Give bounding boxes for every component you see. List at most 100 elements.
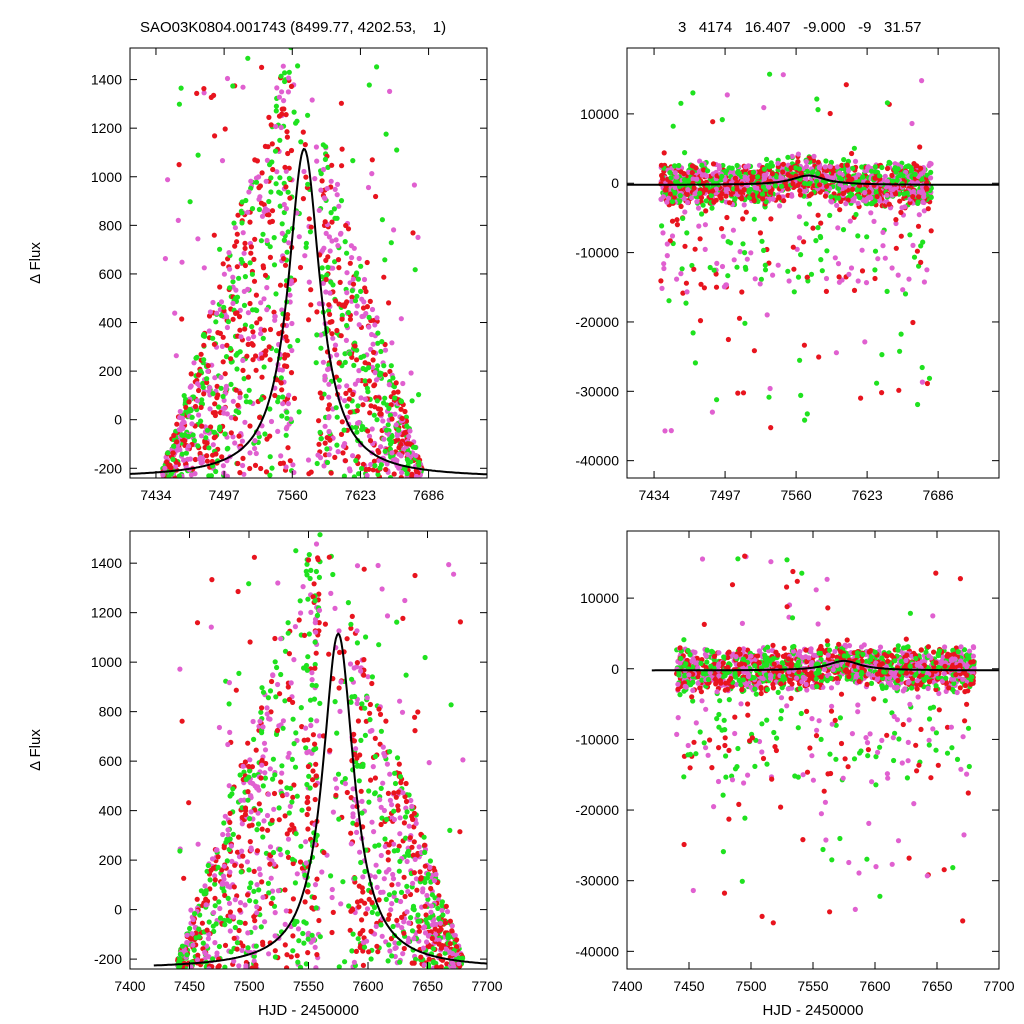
data-point-magenta <box>289 347 295 354</box>
data-point-magenta <box>275 580 281 586</box>
data-point-magenta <box>337 708 343 715</box>
data-point-red <box>220 334 226 340</box>
data-point-green <box>801 180 808 186</box>
data-point-magenta <box>369 171 375 177</box>
data-point-magenta <box>427 864 433 871</box>
data-point-magenta <box>664 199 670 205</box>
data-point-magenta <box>405 451 411 458</box>
data-point-magenta <box>162 465 168 471</box>
data-point-red <box>711 199 717 205</box>
data-point-green <box>312 598 318 604</box>
data-point-green <box>272 148 279 154</box>
y-tick-label: 0 <box>114 902 122 918</box>
data-point-red <box>329 929 335 936</box>
data-point-red <box>284 952 290 958</box>
data-point-red <box>361 657 367 663</box>
data-point-red <box>333 298 339 304</box>
data-point-red <box>204 453 210 459</box>
data-point-magenta <box>356 368 362 374</box>
data-point-magenta <box>410 880 416 887</box>
data-point-green <box>226 701 232 707</box>
data-point-green <box>328 210 334 216</box>
data-point-red <box>788 165 794 171</box>
data-point-magenta <box>404 909 410 915</box>
data-point-magenta <box>744 256 750 262</box>
data-point-red <box>214 383 220 389</box>
data-point-red <box>325 254 331 260</box>
data-point-red <box>910 194 916 200</box>
x-tick-label: 7650 <box>412 978 443 994</box>
data-point-green <box>358 354 364 360</box>
data-point-magenta <box>247 450 253 456</box>
data-point-red <box>281 256 287 262</box>
data-point-red <box>305 826 311 832</box>
data-point-green <box>256 206 262 213</box>
data-point-red <box>315 557 321 563</box>
data-point-red <box>360 962 366 969</box>
data-point-magenta <box>402 597 408 604</box>
data-point-magenta <box>852 158 859 164</box>
data-point-magenta <box>221 397 227 403</box>
data-point-red <box>260 265 267 271</box>
data-point-green <box>260 335 266 341</box>
data-point-green <box>194 354 200 360</box>
data-point-magenta <box>862 339 868 345</box>
data-point-red <box>236 433 242 439</box>
data-point-magenta <box>855 200 861 206</box>
data-point-green <box>356 778 362 784</box>
data-point-red <box>282 164 288 170</box>
data-point-green <box>740 241 746 247</box>
data-point-magenta <box>316 301 322 307</box>
data-point-magenta <box>378 852 384 859</box>
data-point-red <box>898 233 904 239</box>
data-point-magenta <box>195 236 201 242</box>
data-point-green <box>245 55 251 61</box>
data-point-red <box>203 896 209 902</box>
data-point-magenta <box>318 332 324 338</box>
data-point-red <box>267 326 274 333</box>
data-point-red <box>874 194 880 200</box>
data-point-red <box>285 445 291 451</box>
data-point-green <box>403 672 409 678</box>
data-point-magenta <box>703 706 709 712</box>
data-point-red <box>186 399 192 405</box>
data-point-magenta <box>664 253 670 259</box>
data-point-green <box>864 234 870 240</box>
data-point-green <box>422 849 428 856</box>
data-point-magenta <box>321 463 327 469</box>
data-point-red <box>252 462 259 468</box>
data-point-green <box>725 273 731 279</box>
data-point-magenta <box>207 406 213 412</box>
data-point-magenta <box>770 272 776 278</box>
data-point-magenta <box>816 165 822 171</box>
data-point-green <box>305 181 311 187</box>
data-point-magenta <box>391 816 397 823</box>
data-point-green <box>200 380 206 387</box>
data-point-green <box>362 868 368 875</box>
data-point-green <box>382 836 388 842</box>
data-point-red <box>247 300 253 307</box>
data-point-green <box>299 807 305 813</box>
data-point-green <box>247 898 253 904</box>
data-point-red <box>311 581 317 587</box>
data-point-magenta <box>719 263 726 270</box>
data-point-green <box>239 199 245 205</box>
data-point-magenta <box>303 839 309 845</box>
data-point-green <box>328 279 334 285</box>
data-point-red <box>179 316 185 322</box>
data-point-green <box>273 694 279 700</box>
data-point-magenta <box>302 253 308 259</box>
data-point-magenta <box>724 92 730 98</box>
data-point-green <box>241 376 247 382</box>
data-point-magenta <box>364 695 370 701</box>
data-point-magenta <box>743 164 749 170</box>
data-point-green <box>352 693 358 700</box>
data-point-red <box>279 106 285 112</box>
data-point-magenta <box>214 310 220 316</box>
data-point-green <box>191 947 197 953</box>
data-point-magenta <box>408 370 414 376</box>
data-point-green <box>275 399 281 405</box>
data-point-magenta <box>336 628 342 634</box>
data-point-green <box>303 961 309 967</box>
data-point-magenta <box>248 809 254 815</box>
